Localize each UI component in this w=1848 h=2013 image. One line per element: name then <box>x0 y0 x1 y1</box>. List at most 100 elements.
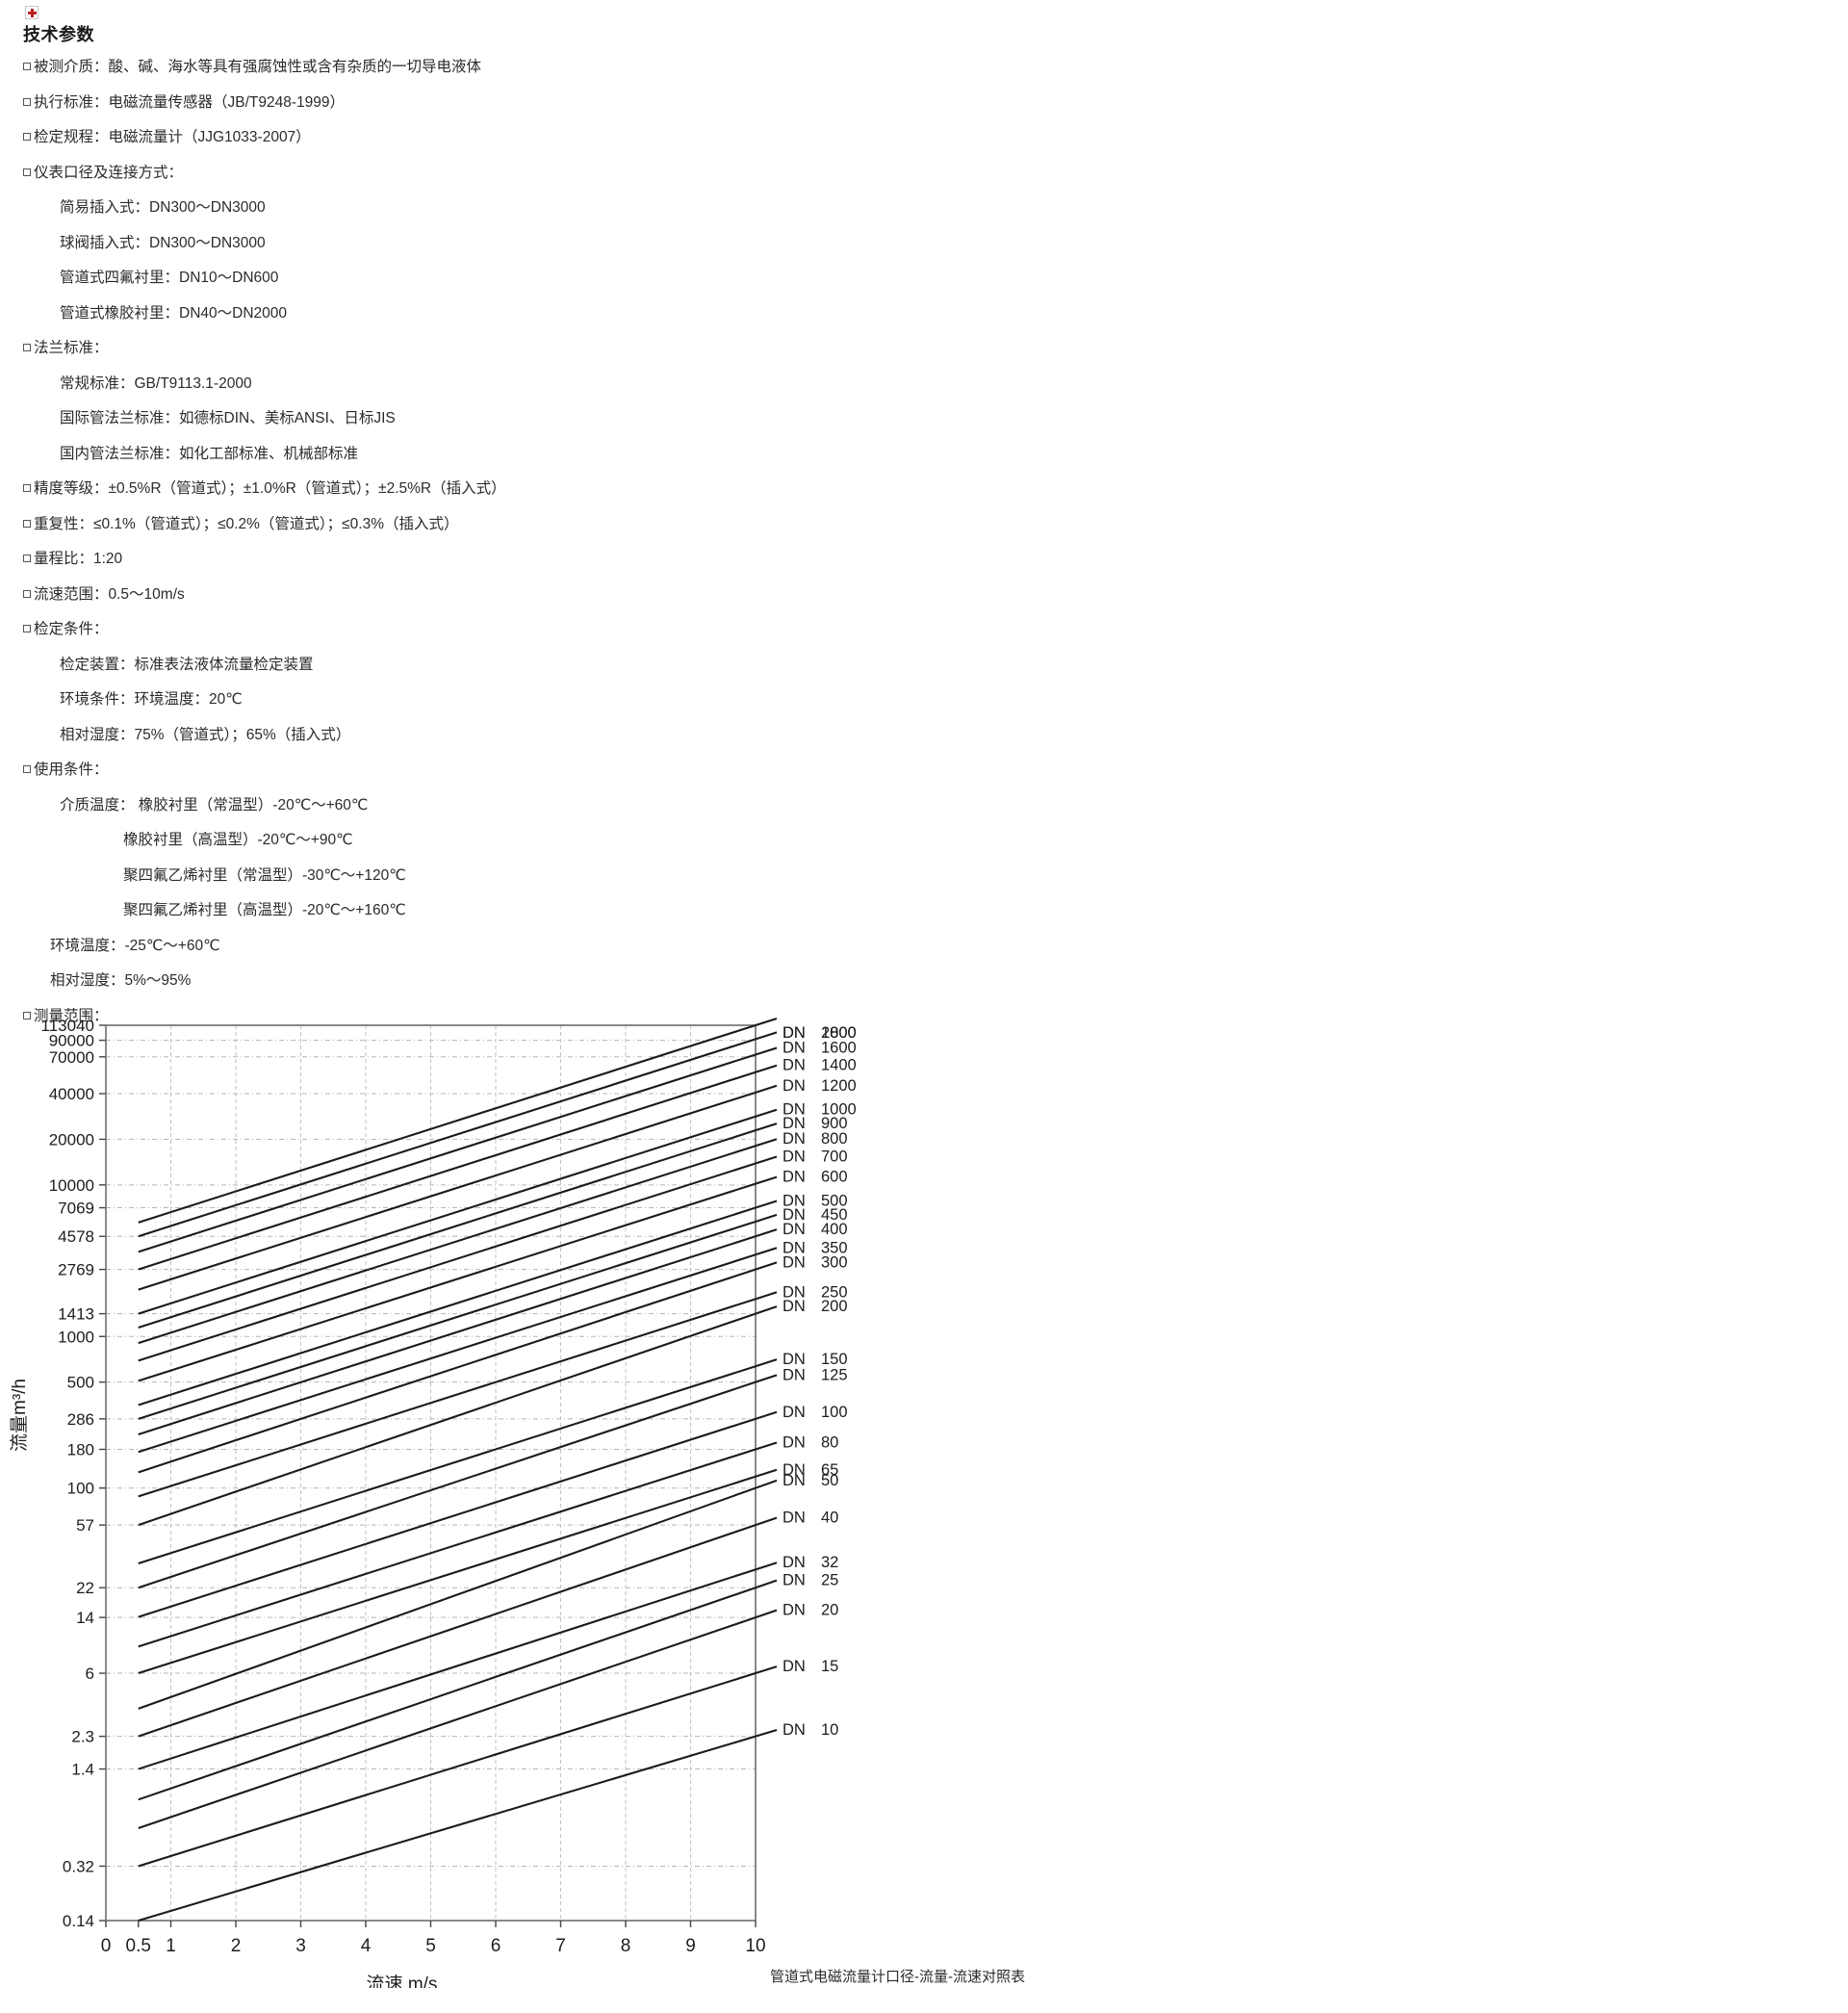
spec-line-text: 量程比：1:20 <box>34 551 123 567</box>
spec-line-text: 橡胶衬里（高温型）-20℃～+90℃ <box>123 832 353 848</box>
spec-line: 相对湿度：75%（管道式）；65%（插入式） <box>60 727 1348 743</box>
series-line <box>138 1561 778 1770</box>
series-segment <box>138 1091 757 1291</box>
series-label-dn: DN <box>783 1351 806 1368</box>
series-line <box>138 1516 778 1738</box>
y-tick-label: 113040 <box>41 1017 94 1035</box>
y-tick-label: 100 <box>67 1480 94 1498</box>
spec-line-text: 管道式四氟衬里：DN10～DN600 <box>60 270 279 286</box>
series-segment <box>138 1253 757 1454</box>
series-line <box>138 1305 778 1527</box>
series-label-size: 80 <box>821 1433 838 1451</box>
series-line <box>138 1213 778 1420</box>
series-label-size: 250 <box>821 1283 848 1301</box>
series-label-size: 1000 <box>821 1101 857 1119</box>
bullet-square-icon <box>23 168 31 176</box>
series-line <box>138 1228 778 1435</box>
series-segment <box>138 1023 757 1224</box>
series-line <box>138 1261 778 1474</box>
series-segment <box>138 1162 757 1362</box>
series-segment <box>138 1038 757 1238</box>
series-leader <box>755 1200 778 1209</box>
series-label-dn: DN <box>783 1253 806 1271</box>
spec-line-text: 环境条件：环境温度：20℃ <box>60 691 243 708</box>
series-label-dn: DN <box>783 1039 806 1056</box>
series-line <box>138 1175 778 1382</box>
spec-line-text: 介质温度： 橡胶衬里（常温型）-20℃～+60℃ <box>60 796 369 813</box>
series-segment <box>138 1235 757 1435</box>
series-leader <box>755 1017 778 1027</box>
spec-line: 相对湿度：5%～95% <box>50 973 1348 989</box>
spec-line-text: 执行标准：电磁流量传感器（JB/T9248-1999） <box>34 93 345 111</box>
spec-line: 简易插入式：DN300～DN3000 <box>60 200 1348 216</box>
y-axis-label: 流量m³/h <box>9 1379 30 1452</box>
series-segment <box>138 1268 757 1474</box>
series-line <box>138 1046 778 1253</box>
spec-line-text: 检定装置：标准表法液体流量检定装置 <box>60 656 314 673</box>
spec-line: 检定装置：标准表法液体流量检定装置 <box>60 656 1348 673</box>
series-leader <box>755 1175 778 1185</box>
series-leader <box>755 1665 778 1675</box>
series-label-dn: DN <box>783 1115 806 1132</box>
x-axis-label: 流速 m/s <box>367 1974 438 1988</box>
series-label-size: 125 <box>821 1366 848 1383</box>
series-segment <box>138 1475 757 1675</box>
series-label-dn: DN <box>783 1554 806 1571</box>
chart-caption: 管道式电磁流量计口径-流量-流速对照表 <box>770 1969 1025 1985</box>
spec-line-text: 国际管法兰标准：如德标DIN、美标ANSI、日标JIS <box>60 410 396 426</box>
x-tick-label: 3 <box>295 1936 306 1956</box>
chart-svg: 1130409000070000400002000010000706945782… <box>9 1017 857 1988</box>
series-label-size: 65 <box>821 1461 838 1479</box>
series-label-size: 25 <box>821 1572 838 1589</box>
series-segment <box>138 1182 757 1382</box>
spec-line: 检定条件： <box>23 622 1348 637</box>
spec-line-text: 使用条件： <box>34 761 109 778</box>
series-leader <box>755 1291 778 1301</box>
series-line <box>138 1609 778 1829</box>
spec-line-text: 聚四氟乙烯衬里（高温型）-20℃～+160℃ <box>123 902 406 918</box>
x-tick-label: 0 <box>101 1936 112 1956</box>
y-tick-label: 7069 <box>58 1200 94 1218</box>
series-segment <box>138 1298 757 1498</box>
x-tick-label: 8 <box>621 1936 631 1956</box>
y-tick-label: 10000 <box>49 1176 94 1195</box>
spec-line-text: 测量范围： <box>34 1007 109 1024</box>
y-tick-label: 57 <box>76 1516 94 1535</box>
y-tick-label: 20000 <box>49 1130 94 1148</box>
x-tick-label: 6 <box>491 1936 501 1956</box>
series-label-size: 350 <box>821 1239 848 1256</box>
series-leader <box>755 1579 778 1589</box>
series-leader <box>755 1561 778 1571</box>
flow-velocity-chart: 113040 90000 70000 40000 20000 10000 7069 4578 2… <box>0 1016 1155 1988</box>
spec-line: 精度等级：±0.5%R（管道式）；±1.0%R（管道式）；±2.5%R（插入式） <box>23 481 1348 497</box>
spec-line: 被测介质：酸、碱、海水等具有强腐蚀性或含有杂质的一切导电液体 <box>23 60 1348 75</box>
series-label-size: 900 <box>821 1115 848 1132</box>
series-label-dn: DN <box>783 1239 806 1256</box>
series-label-dn: DN <box>783 1433 806 1451</box>
series-label-dn: DN <box>783 1510 806 1527</box>
series-label-dn: DN <box>783 1077 806 1095</box>
spec-line: 聚四氟乙烯衬里（常温型）-30℃～+120℃ <box>123 867 1348 884</box>
series-segment <box>138 1486 757 1710</box>
series-segment <box>138 1616 757 1829</box>
series-segment <box>138 1365 757 1565</box>
series-leader <box>755 1031 778 1041</box>
series-label-dn: DN <box>783 1283 806 1301</box>
series-segment <box>138 1417 757 1618</box>
page-title: 技术参数 <box>23 25 94 44</box>
series-label-dn: DN <box>783 1193 806 1210</box>
broken-image-icon <box>25 6 38 19</box>
series-leader <box>755 1064 778 1073</box>
spec-line: 量程比：1:20 <box>23 552 1348 567</box>
spec-line: 球阀插入式：DN300～DN3000 <box>60 235 1348 251</box>
y-tick-label: 4578 <box>58 1227 94 1246</box>
series-line <box>138 1468 778 1675</box>
spec-line-text: 国内管法兰标准：如化工部标准、机械部标准 <box>60 445 359 462</box>
series-label-size: 15 <box>821 1658 838 1675</box>
spec-line: 环境温度：-25℃～+60℃ <box>50 938 1348 954</box>
y-tick-label: 0.14 <box>63 1912 94 1930</box>
series-line <box>138 1064 778 1271</box>
series-segment <box>138 1115 757 1315</box>
spec-line-text: 管道式橡胶衬里：DN40～DN2000 <box>60 304 287 322</box>
series-segment <box>138 1053 757 1253</box>
